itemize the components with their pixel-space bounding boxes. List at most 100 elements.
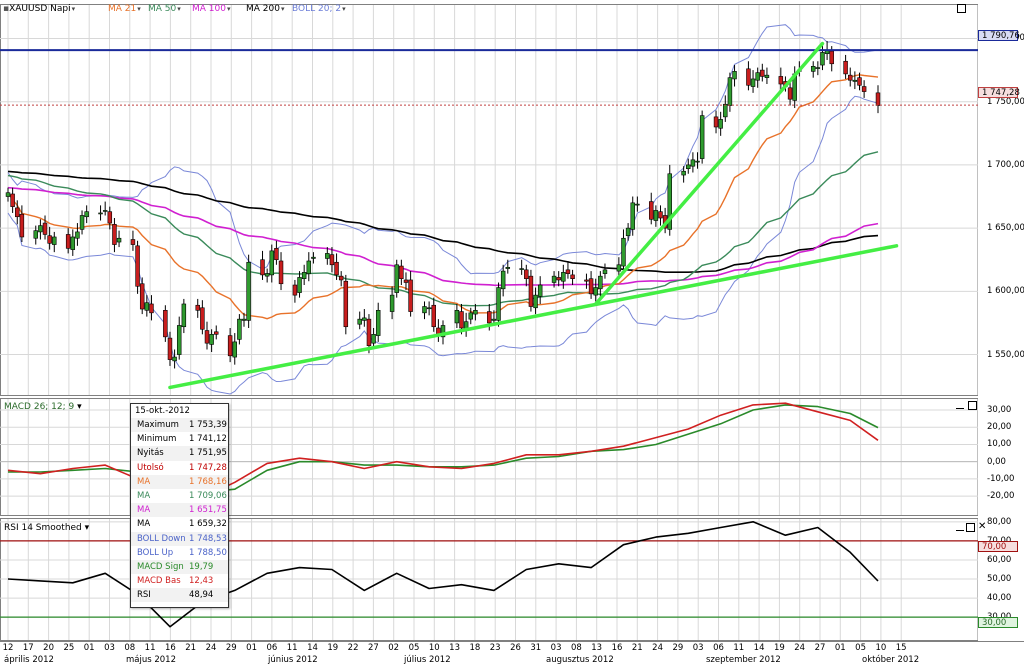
tooltip-row: Utolsó 1 747,28 <box>131 460 228 475</box>
ma200-line <box>7 170 879 273</box>
candle-body <box>334 261 339 276</box>
candle-body <box>42 222 48 235</box>
month-label: június 2012 <box>268 655 318 665</box>
indicator-legend-item[interactable]: ▪XAUUSD Napi▾ <box>3 3 75 15</box>
chevron-down-icon[interactable]: ▾ <box>177 5 181 13</box>
candle-body <box>459 311 464 329</box>
candle-body <box>371 334 376 344</box>
tooltip-row: MACD Sign 19,79 <box>131 559 228 575</box>
minimize-macd-pane-icon[interactable] <box>956 408 964 409</box>
candle-body <box>718 119 723 129</box>
date-tick-label: 24 <box>794 643 806 653</box>
candle-body <box>843 60 848 75</box>
tooltip-row: Minimum 1 741,12 <box>131 432 228 447</box>
tooltip-key: MACD Bas <box>137 576 181 587</box>
tooltip-row: RSI 48,94 <box>131 588 228 603</box>
indicator-legend-item[interactable]: MA 200▾ <box>246 3 284 15</box>
trend-line <box>593 41 825 306</box>
tooltip-key: MA <box>137 476 151 487</box>
date-tick-label: 22 <box>347 643 359 653</box>
candle-body <box>329 254 335 266</box>
candle-body <box>149 303 154 314</box>
rsi-title[interactable]: RSI 14 Smoothed ▾ <box>4 522 89 534</box>
date-tick-label: 06 <box>266 643 278 653</box>
indicator-legend-label: MA 50 <box>148 4 177 14</box>
axis-tick-label: 1 750,00 <box>987 96 1024 107</box>
candle-body <box>787 87 793 100</box>
chevron-down-icon[interactable]: ▾ <box>280 5 285 13</box>
maximize-price-pane-icon[interactable] <box>957 4 966 13</box>
month-label: április 2012 <box>4 655 54 665</box>
candle-body <box>362 317 367 321</box>
ma50-line <box>7 151 879 307</box>
tooltip-value: 1 788,50 <box>189 547 227 558</box>
minimize-rsi-pane-icon[interactable] <box>956 530 964 531</box>
indicator-legend-item[interactable]: MA 100▾ <box>192 3 230 15</box>
macd-title[interactable]: MACD 26; 12; 9 ▾ <box>4 401 82 413</box>
date-tick-label: 24 <box>205 643 217 653</box>
chevron-down-icon[interactable]: ▾ <box>226 5 231 13</box>
tooltip-key: MA <box>137 490 151 501</box>
maximize-rsi-pane-icon[interactable] <box>966 523 975 532</box>
date-tick-label: 19 <box>773 643 785 653</box>
candle-body <box>5 192 11 197</box>
candle-body <box>167 337 173 360</box>
candle-body <box>408 279 413 312</box>
candle-body <box>681 170 686 176</box>
indicator-legend-item[interactable]: MA 50▾ <box>148 3 181 15</box>
candle-body <box>533 294 538 309</box>
rsi-high-level-text: 70,00 <box>982 542 1007 552</box>
chevron-down-icon[interactable]: ▾ <box>342 5 346 13</box>
candle-body <box>278 260 284 285</box>
chevron-down-icon[interactable]: ▾ <box>137 5 141 13</box>
date-tick-label: 10 <box>875 643 887 653</box>
candle-body <box>699 115 705 159</box>
tooltip-value: 1 659,32 <box>189 519 227 530</box>
candle-body <box>625 227 631 237</box>
date-tick-label: 10 <box>428 643 440 653</box>
date-tick-label: 25 <box>63 643 75 653</box>
candle-body <box>301 272 307 279</box>
chevron-down-icon[interactable]: ▾ <box>81 523 90 533</box>
candle-body <box>750 78 756 87</box>
axis-tick-label: -10,00 <box>987 473 1015 484</box>
date-tick-label: 26 <box>510 643 521 653</box>
candle-body <box>454 309 460 324</box>
tooltip-key: BOLL Down <box>137 533 186 544</box>
date-tick-label: 11 <box>733 643 745 653</box>
date-tick-label: 19 <box>327 643 339 653</box>
tooltip-row: MA 1 659,32 <box>131 517 228 532</box>
axis-panel <box>978 0 1024 641</box>
candle-body <box>176 325 182 355</box>
axis-tick-label: 30,00 <box>987 405 1012 416</box>
candle-body <box>690 159 696 167</box>
tooltip-value: 1 651,75 <box>189 505 227 516</box>
tooltip-key: Utolsó <box>137 462 164 473</box>
maximize-macd-pane-icon[interactable] <box>968 401 977 410</box>
chevron-down-icon[interactable]: ▾ <box>74 402 82 412</box>
close-rsi-pane-icon[interactable]: ✕ <box>978 521 987 532</box>
candle-body <box>422 306 427 314</box>
candle-body <box>306 260 312 274</box>
candle-body <box>635 203 640 206</box>
candle-body <box>15 207 20 218</box>
tooltip-value: 1 751,95 <box>189 448 227 459</box>
candle-body <box>292 284 298 296</box>
indicator-legend-item[interactable]: BOLL 20; 2▾ <box>292 3 346 15</box>
candle-body <box>848 74 853 81</box>
date-tick-label: 21 <box>185 643 197 653</box>
chevron-down-icon[interactable]: ▾ <box>71 5 76 13</box>
date-tick-label: 16 <box>164 643 176 653</box>
candle-body <box>695 160 700 163</box>
tooltip-key: MACD Sign <box>137 561 184 572</box>
candle-body <box>810 66 816 72</box>
candle-body <box>431 304 436 328</box>
rsi-low-level-tag: 30,00 <box>978 617 1018 628</box>
date-tick-label: 29 <box>672 643 684 653</box>
candle-body <box>399 265 404 279</box>
candle-body <box>723 103 728 118</box>
candle-body <box>195 304 200 311</box>
candle-body <box>227 335 233 357</box>
indicator-legend-item[interactable]: MA 21▾ <box>108 3 141 15</box>
indicator-legend-label: BOLL 20; 2 <box>292 4 342 14</box>
